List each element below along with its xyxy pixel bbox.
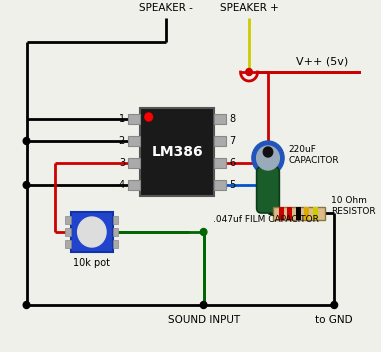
Text: V++ (5v): V++ (5v) <box>296 57 349 67</box>
Bar <box>304 207 309 220</box>
Bar <box>65 228 71 236</box>
Bar <box>113 228 118 236</box>
Text: 7: 7 <box>229 136 235 146</box>
Circle shape <box>78 217 106 247</box>
Text: 4: 4 <box>119 180 125 190</box>
Bar <box>279 207 283 220</box>
Text: .047uf FILM CAPACITOR: .047uf FILM CAPACITOR <box>213 215 319 225</box>
Bar <box>65 240 71 248</box>
Bar <box>128 114 140 124</box>
FancyBboxPatch shape <box>257 167 279 213</box>
Bar <box>113 240 118 248</box>
Bar <box>128 180 140 190</box>
Circle shape <box>23 302 30 308</box>
Bar <box>71 212 113 252</box>
Circle shape <box>23 138 30 145</box>
Bar <box>128 158 140 168</box>
Circle shape <box>200 228 207 235</box>
Text: 1: 1 <box>119 114 125 124</box>
Bar <box>287 207 292 220</box>
Text: SOUND INPUT: SOUND INPUT <box>168 315 240 325</box>
Text: 10 Ohm
RESISTOR: 10 Ohm RESISTOR <box>331 196 376 216</box>
Text: 3: 3 <box>119 158 125 168</box>
Bar <box>140 108 214 196</box>
Text: 220uF
CAPACITOR: 220uF CAPACITOR <box>289 145 339 165</box>
Bar <box>214 136 226 146</box>
Circle shape <box>246 69 252 75</box>
Text: 8: 8 <box>229 114 235 124</box>
Bar <box>65 216 71 224</box>
Text: LM386: LM386 <box>151 145 203 159</box>
Bar <box>113 216 118 224</box>
Text: 6: 6 <box>229 158 235 168</box>
Circle shape <box>23 182 30 189</box>
Text: to GND: to GND <box>315 315 353 325</box>
Text: 10k pot: 10k pot <box>74 258 110 268</box>
Bar <box>128 136 140 146</box>
Bar <box>273 207 325 220</box>
Circle shape <box>200 302 207 308</box>
Text: SPEAKER +: SPEAKER + <box>220 3 279 13</box>
Circle shape <box>263 147 273 157</box>
Bar <box>214 158 226 168</box>
Text: 2: 2 <box>119 136 125 146</box>
Circle shape <box>252 141 284 175</box>
Circle shape <box>145 113 152 121</box>
Bar <box>214 180 226 190</box>
Circle shape <box>257 146 279 170</box>
Text: SPEAKER -: SPEAKER - <box>139 3 193 13</box>
Circle shape <box>331 302 338 308</box>
Bar <box>296 207 301 220</box>
Bar <box>313 207 318 220</box>
Text: 5: 5 <box>229 180 235 190</box>
Bar <box>214 114 226 124</box>
